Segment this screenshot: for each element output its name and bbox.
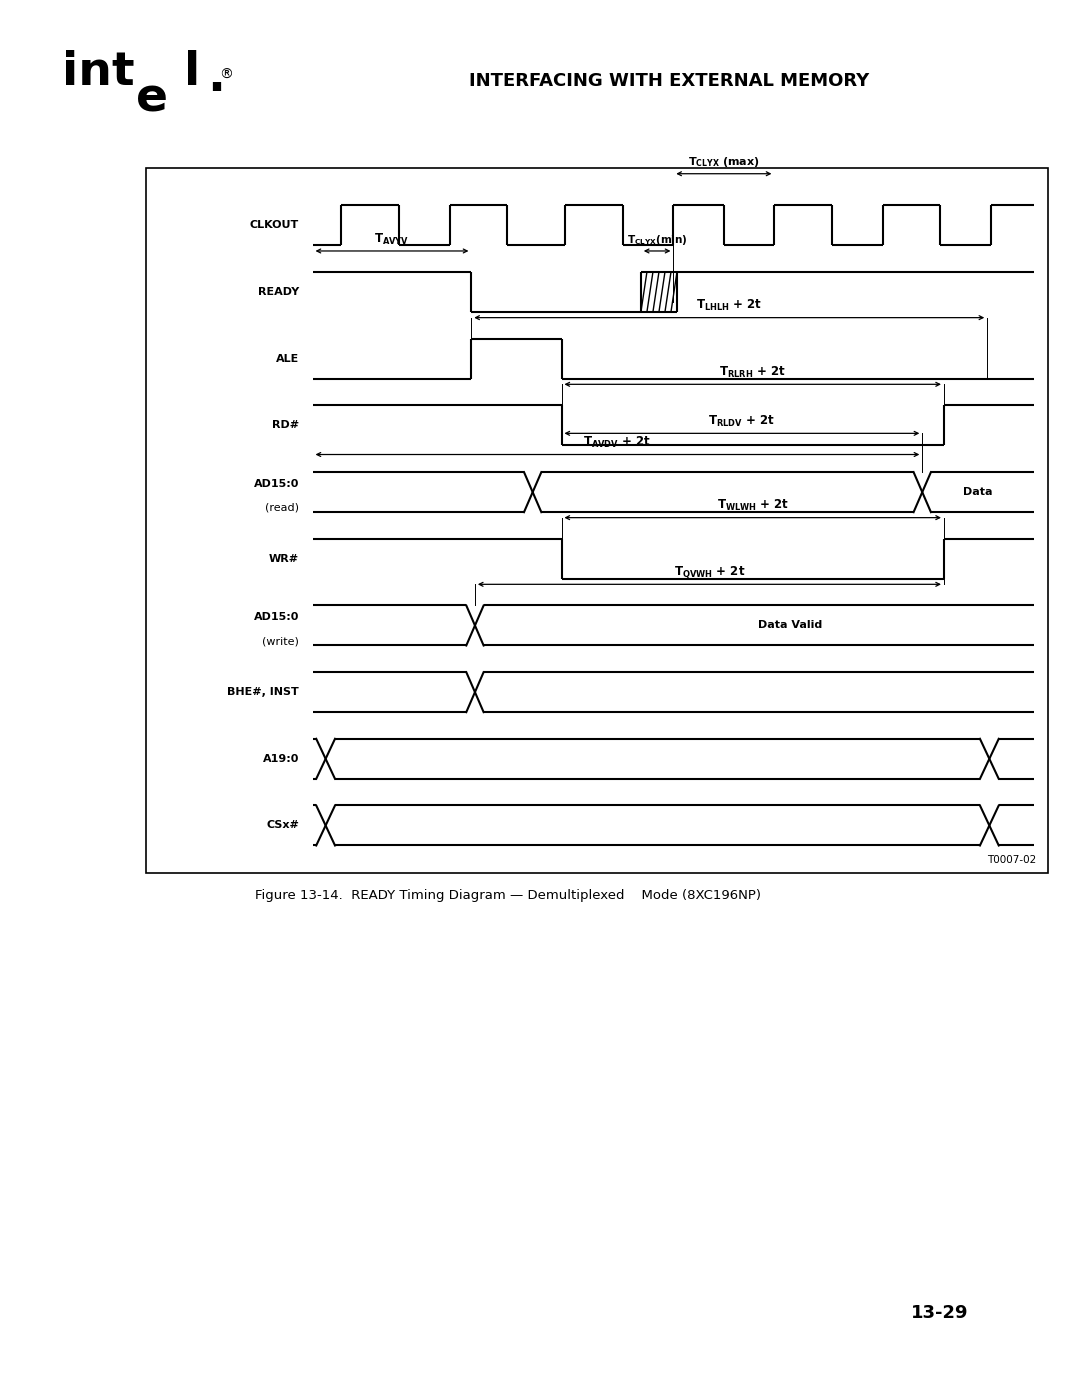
- Text: RD#: RD#: [272, 420, 299, 430]
- Text: Figure 13-14.  READY Timing Diagram — Demultiplexed    Mode (8XC196NP): Figure 13-14. READY Timing Diagram — Dem…: [255, 888, 760, 902]
- Text: ®: ®: [219, 68, 233, 82]
- Text: $\mathbf{T_{QVWH}}$ + 2t: $\mathbf{T_{QVWH}}$ + 2t: [674, 564, 745, 580]
- Text: (read): (read): [265, 503, 299, 513]
- Text: .: .: [207, 56, 226, 101]
- Text: $\mathbf{T_{RLRH}}$ + 2t: $\mathbf{T_{RLRH}}$ + 2t: [719, 365, 786, 380]
- Text: T0007-02: T0007-02: [987, 855, 1037, 865]
- Text: A19:0: A19:0: [262, 754, 299, 764]
- Text: AD15:0: AD15:0: [254, 479, 299, 489]
- Text: INTERFACING WITH EXTERNAL MEMORY: INTERFACING WITH EXTERNAL MEMORY: [470, 73, 869, 91]
- Text: CSx#: CSx#: [267, 820, 299, 830]
- Text: CLKOUT: CLKOUT: [249, 221, 299, 231]
- Text: $\mathbf{T_{CLYX}}$(min): $\mathbf{T_{CLYX}}$(min): [626, 233, 688, 247]
- Text: e: e: [136, 75, 168, 122]
- Text: $\mathbf{T_{AVYV}}$: $\mathbf{T_{AVYV}}$: [375, 232, 409, 247]
- Text: $\mathbf{T_{RLDV}}$ + 2t: $\mathbf{T_{RLDV}}$ + 2t: [708, 414, 775, 429]
- Text: l: l: [184, 50, 200, 95]
- Text: BHE#, INST: BHE#, INST: [228, 687, 299, 697]
- Text: $\mathbf{T_{WLWH}}$ + 2t: $\mathbf{T_{WLWH}}$ + 2t: [716, 499, 788, 514]
- Text: Data Valid: Data Valid: [758, 620, 823, 630]
- Text: AD15:0: AD15:0: [254, 612, 299, 622]
- Text: READY: READY: [258, 288, 299, 298]
- Text: (write): (write): [262, 636, 299, 645]
- Text: $\mathbf{T_{AVDV}}$ + 2t: $\mathbf{T_{AVDV}}$ + 2t: [583, 436, 651, 450]
- Text: $\mathbf{T_{LHLH}}$ + 2t: $\mathbf{T_{LHLH}}$ + 2t: [697, 299, 762, 313]
- Text: int: int: [63, 50, 135, 95]
- Text: Data: Data: [963, 488, 993, 497]
- Text: ALE: ALE: [275, 353, 299, 363]
- Text: 13-29: 13-29: [910, 1305, 969, 1322]
- Text: WR#: WR#: [269, 553, 299, 564]
- Text: $\mathbf{T_{CLYX}}$ (max): $\mathbf{T_{CLYX}}$ (max): [688, 155, 759, 169]
